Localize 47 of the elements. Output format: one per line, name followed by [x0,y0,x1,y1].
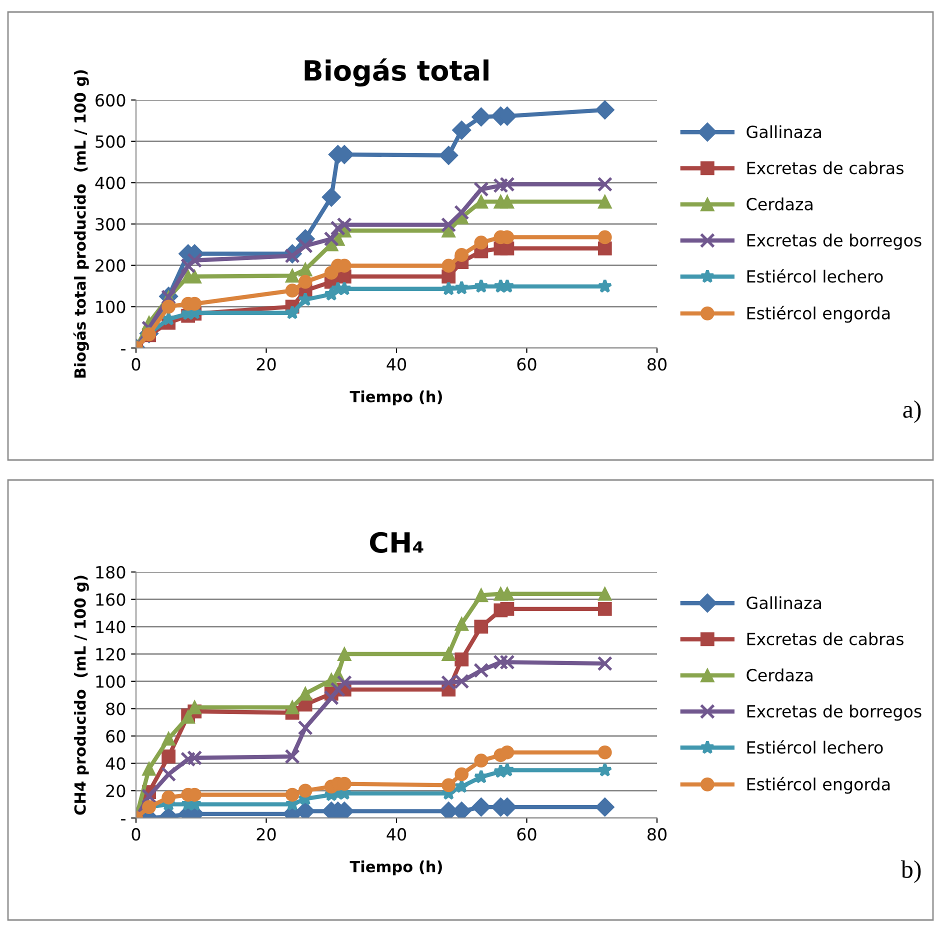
y-tick-label: 200 [96,259,126,272]
x-tick-label: 40 [386,828,406,841]
y-tick-label: 300 [96,218,126,231]
x-axis-title: Tiempo (h) [350,860,442,876]
y-axis-title: CH4 producido (mL / 100 g) [74,576,89,815]
x-tick-label: 80 [648,828,666,841]
y-tick-label: 80 [106,702,126,716]
y-tick-label: 500 [96,135,126,148]
y-tick-label: 60 [106,730,126,743]
legend-label: Cerdaza [746,198,812,210]
y-tick-label: 20 [106,784,126,798]
legend-label: Gallinaza [746,596,821,610]
y-tick-label: 40 [106,757,126,770]
legend-label: Estiércol lechero [747,269,883,283]
y-tick-label: 140 [96,620,126,634]
chart-title: CH₄ [370,532,424,553]
x-tick-label: 40 [386,358,406,371]
y-tick-label: 120 [96,648,126,661]
y-tick-label: - [121,819,126,820]
x-tick-label: 80 [648,358,666,371]
y-tick-label: 100 [96,675,126,688]
y-tick-label: 400 [95,176,126,190]
x-tick-label: 60 [517,828,536,841]
y-tick-label: 600 [96,94,126,107]
y-tick-label: 160 [96,593,126,606]
legend-label: Estiércol engorda [747,306,890,323]
legend-label: Excretas de cabras [747,161,904,174]
legend-label: Excretas de borregos [747,704,922,721]
x-axis-title: Tiempo (h) [350,390,442,406]
x-tick-label: 60 [517,358,536,371]
legend-label: Estiércol lechero [747,740,883,754]
legend-label: Excretas de borregos [747,234,922,250]
legend-label: Cerdaza [746,668,812,682]
x-tick-label: 20 [256,358,276,371]
y-tick-label: - [121,349,126,350]
x-tick-label: 0 [132,358,140,371]
text: b) [900,860,921,883]
legend-label: Gallinaza [746,125,821,138]
y-axis-title: Biogás total producido (mL / 100 g) [73,70,89,378]
y-tick-label: 100 [96,300,126,314]
x-tick-label: 20 [256,828,276,841]
chart-title: Biogás total [304,58,488,87]
text: a) [903,400,921,423]
x-tick-label: 0 [132,828,140,841]
y-tick-label: 180 [96,566,126,579]
legend-label: Excretas de cabras [747,632,904,646]
legend-label: Estiércol engorda [747,776,890,794]
